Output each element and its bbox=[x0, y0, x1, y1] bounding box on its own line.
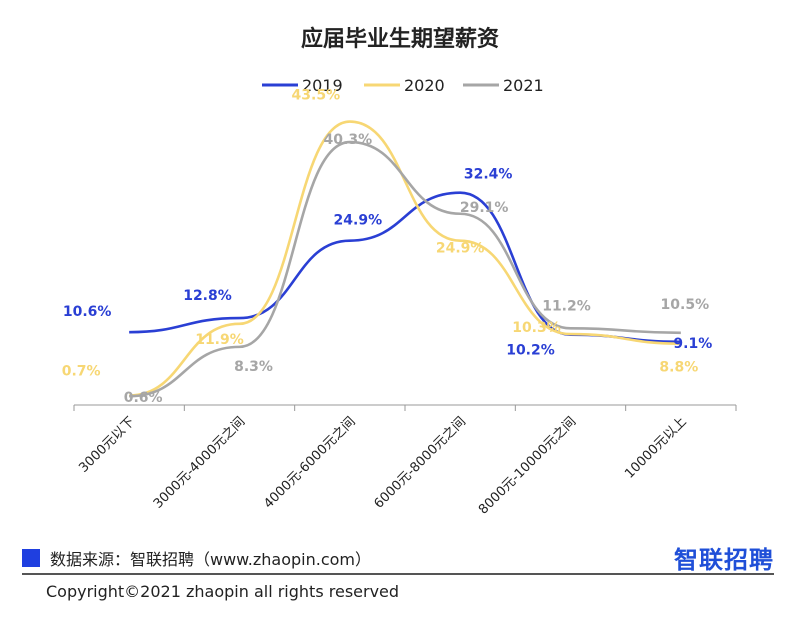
chart-title: 应届毕业生期望薪资 bbox=[301, 26, 499, 52]
data-label-2020: 0.7% bbox=[62, 364, 101, 380]
x-ticks bbox=[73, 405, 737, 411]
data-label-2021: 29.1% bbox=[460, 200, 509, 216]
data-label-2021: 10.5% bbox=[661, 297, 710, 313]
data-label-2020: 24.9% bbox=[436, 241, 485, 257]
source-row: 数据来源：智联招聘（www.zhaopin.com） bbox=[22, 546, 371, 570]
x-tick-label: 10000元以上 bbox=[622, 414, 689, 481]
legend-label-2019: 2019 bbox=[302, 76, 343, 95]
data-label-2021: 11.2% bbox=[542, 298, 591, 314]
data-label-2021: 8.3% bbox=[234, 359, 273, 375]
x-tick-label: 6000元-8000元之间 bbox=[372, 414, 469, 511]
data-label-2019: 9.1% bbox=[673, 336, 712, 352]
copyright-text: Copyright©2021 zhaopin all rights reserv… bbox=[46, 582, 400, 601]
data-label-2019: 12.8% bbox=[183, 288, 232, 304]
brand-logo: 智联招聘 bbox=[674, 546, 774, 574]
data-label-2020: 8.8% bbox=[659, 360, 698, 376]
data-label-2019: 10.6% bbox=[63, 304, 112, 320]
series-line-2019 bbox=[129, 191, 681, 344]
x-labels: 3000元以下 3000元-4000元之间 4000元-6000元之间 6000元-8… bbox=[76, 414, 689, 517]
legend-label-2020: 2020 bbox=[404, 76, 445, 95]
legend: 2019 2020 2021 bbox=[262, 76, 544, 95]
data-label-2020: 43.5% bbox=[292, 88, 341, 104]
data-label-2021: 0.6% bbox=[124, 390, 163, 406]
data-labels: 10.6% 12.8% 24.9% 32.4% 10.2% 9.1% 0.7% 11.9% 43… bbox=[62, 88, 712, 407]
data-label-2020: 11.9% bbox=[195, 332, 244, 348]
source-square bbox=[22, 549, 40, 567]
data-label-2019: 24.9% bbox=[334, 213, 383, 229]
chart: 应届毕业生期望薪资 2019 2020 2021 3000元以下 3000元-4000… bbox=[62, 26, 737, 518]
x-tick-label: 8000元-10000元之间 bbox=[476, 414, 579, 517]
data-label-2019: 32.4% bbox=[464, 167, 513, 183]
series-line-2021 bbox=[129, 140, 681, 398]
series-line-2020 bbox=[129, 120, 681, 397]
x-tick-label: 3000元以下 bbox=[76, 414, 138, 476]
data-label-2020: 10.3% bbox=[512, 320, 561, 336]
series-lines bbox=[129, 120, 681, 398]
data-label-2021: 40.3% bbox=[324, 132, 373, 148]
data-label-2019: 10.2% bbox=[506, 343, 555, 359]
x-tick-label: 3000元-4000元之间 bbox=[151, 414, 248, 511]
legend-label-2021: 2021 bbox=[503, 76, 544, 95]
footer-divider bbox=[22, 573, 774, 575]
source-text: 数据来源：智联招聘（www.zhaopin.com） bbox=[50, 550, 372, 569]
x-tick-label: 4000元-6000元之间 bbox=[261, 414, 358, 511]
